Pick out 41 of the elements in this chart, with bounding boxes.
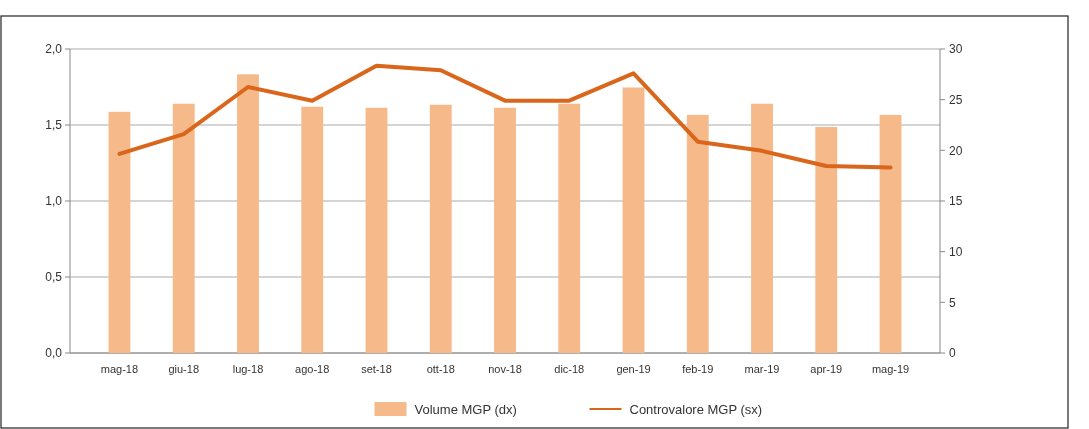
bar [429, 104, 452, 353]
y2-tick-label: 0 [949, 346, 956, 361]
x-tick-label: feb-19 [682, 363, 714, 375]
y-tick-label: 0,5 [45, 270, 63, 285]
x-tick-label: mag-18 [100, 363, 139, 375]
y2-tick-label: 25 [949, 92, 963, 107]
x-tick-label: dic-18 [554, 363, 585, 375]
x-tick-label: mar-19 [744, 363, 780, 375]
x-tick-label: set-18 [361, 363, 392, 375]
y-tick-label: 1,0 [45, 194, 63, 209]
bar [751, 103, 773, 353]
x-tick-label: apr-19 [810, 363, 843, 375]
y2-tick-label: 15 [949, 194, 963, 209]
bar [879, 114, 902, 353]
x-tick-label: giu-18 [168, 363, 200, 375]
line-series [117, 63, 893, 170]
legend-label: Controvalore MGP (sx) [629, 401, 763, 417]
bar [172, 103, 195, 353]
y-tick-label: 0,0 [45, 346, 63, 361]
y-tick-label: 2,0 [45, 42, 63, 57]
x-tick-label: ott-18 [426, 363, 455, 375]
y2-tick-label: 30 [949, 42, 963, 57]
y-tick-label: 1,5 [45, 118, 63, 133]
x-tick-label: lug-18 [232, 363, 264, 375]
x-tick-label: ago-18 [295, 363, 330, 375]
x-tick-label: nov-18 [488, 363, 522, 375]
bar [494, 107, 516, 353]
bar [622, 87, 645, 353]
bar [108, 111, 131, 353]
y2-tick-label: 20 [949, 143, 963, 158]
y2-tick-label: 5 [949, 295, 956, 310]
bar [815, 127, 838, 353]
bar [558, 103, 581, 353]
y2-tick-label: 10 [949, 244, 963, 259]
x-tick-label: mag-19 [871, 363, 910, 375]
bar [301, 106, 324, 353]
legend-label: Volume MGP (dx) [414, 401, 517, 417]
bar [365, 107, 388, 353]
bar [686, 114, 709, 353]
x-tick-label: gen-19 [616, 363, 651, 375]
bar [237, 74, 259, 353]
